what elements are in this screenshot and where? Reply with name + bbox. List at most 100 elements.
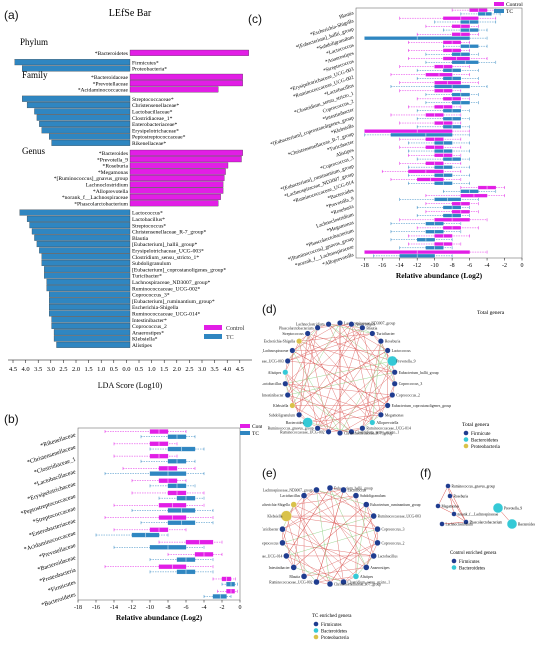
network-edge bbox=[285, 372, 329, 432]
node-label: Ruminococcaceae_UCG-002 bbox=[269, 581, 312, 585]
network-node bbox=[282, 380, 289, 387]
lda-bar bbox=[129, 193, 221, 200]
lda-bar bbox=[41, 259, 131, 266]
network-node bbox=[348, 321, 355, 328]
node-label: Eubacterium_hallii_group bbox=[334, 487, 373, 491]
bar-label: *Bacteroidetes bbox=[95, 51, 128, 57]
network-edge bbox=[282, 528, 367, 568]
node-label: Ruminococcaceae_UCG-014 bbox=[262, 554, 282, 558]
network-edge bbox=[317, 323, 352, 329]
network-edge bbox=[293, 495, 305, 568]
legend-swatch bbox=[451, 558, 457, 564]
network-node bbox=[447, 493, 453, 499]
network-node bbox=[279, 525, 286, 533]
network-edge bbox=[307, 333, 352, 432]
x-tick-label: 2.5 bbox=[185, 366, 193, 373]
legend-label: Firmicutes bbox=[459, 560, 480, 565]
network-edge bbox=[292, 350, 388, 406]
network-edge bbox=[282, 504, 294, 543]
lda-bar bbox=[129, 149, 243, 156]
node-label: Coprococcus_3 bbox=[382, 528, 405, 532]
bar-label: Alistipes bbox=[132, 343, 152, 349]
network-edge bbox=[449, 495, 467, 523]
x-tick-label: 1.0 bbox=[97, 366, 105, 373]
network-edge bbox=[285, 360, 393, 384]
network-node bbox=[492, 502, 504, 514]
network-edge bbox=[293, 504, 367, 568]
network-edge bbox=[293, 504, 378, 544]
network-node bbox=[313, 578, 320, 586]
node-label: Subdoligranulum bbox=[360, 494, 386, 498]
network-edge bbox=[447, 485, 467, 523]
network-edge bbox=[351, 324, 373, 423]
node-label: Streptococcus bbox=[262, 541, 279, 545]
node-label: Lachnoclostridium bbox=[296, 323, 325, 327]
node-label: Lachnospiraceae_ND3007_group bbox=[263, 488, 313, 492]
lda-bar bbox=[26, 102, 131, 109]
lda-bar bbox=[129, 156, 242, 163]
network-edge bbox=[287, 360, 395, 373]
lda-bar bbox=[129, 181, 224, 188]
legend-swatch bbox=[463, 430, 469, 436]
node-label: Escherichia-Shigella bbox=[262, 503, 290, 507]
network-node bbox=[391, 380, 398, 387]
x-tick-label: -16 bbox=[378, 263, 386, 269]
legend-label: Control bbox=[252, 424, 262, 430]
lda-bar bbox=[39, 247, 131, 254]
lda-bar bbox=[22, 95, 131, 102]
network-node bbox=[377, 411, 384, 418]
network-edge bbox=[285, 383, 393, 396]
node-label: Klebsiella bbox=[267, 515, 282, 519]
lda-bar bbox=[51, 322, 131, 329]
node-label: Blautia bbox=[289, 575, 300, 579]
network-edge bbox=[372, 333, 393, 362]
lda-bar bbox=[129, 162, 229, 169]
x-tick-label: 1.0 bbox=[148, 366, 156, 373]
lda-bar bbox=[129, 175, 225, 182]
x-tick-label: 1.5 bbox=[160, 366, 168, 373]
node-label: Clostridium_sensu_stricto_1 bbox=[348, 581, 391, 585]
node-label: Ruminococcaceae_UCG-003 bbox=[378, 515, 421, 519]
total-genera-network: Lachnospiraceae_ND3007_groupAnaerostipes… bbox=[262, 310, 505, 450]
network-edge bbox=[293, 504, 331, 585]
bar-label: Klebsiella* bbox=[132, 337, 158, 343]
box bbox=[390, 133, 453, 137]
network-edge bbox=[437, 505, 455, 515]
legend-swatch bbox=[494, 9, 504, 13]
node-label: Megamonas bbox=[385, 413, 404, 417]
node-label: Roseburia bbox=[454, 495, 469, 499]
lda-bar bbox=[36, 241, 131, 248]
network-edge bbox=[317, 394, 393, 429]
legend-label: TC bbox=[252, 431, 259, 437]
network-edge bbox=[328, 372, 395, 432]
x-tick-label: 0.5 bbox=[110, 366, 118, 373]
network-edge bbox=[307, 414, 381, 423]
bar-label: [Eubacterium]_coprostanoligenes_group* bbox=[132, 267, 226, 273]
x-tick-label: -18 bbox=[361, 263, 369, 269]
node-label: Blautia bbox=[366, 326, 377, 330]
node-label: Eubacterium_coprostanoligenes_group bbox=[392, 404, 452, 408]
legend-label: Proteobacteria bbox=[321, 636, 350, 641]
bar-label: *Prevotellaceae bbox=[93, 81, 129, 87]
network-node bbox=[284, 391, 291, 398]
network-node bbox=[284, 358, 291, 365]
network-node bbox=[340, 486, 347, 494]
x-tick-label: -6 bbox=[467, 263, 472, 269]
legend-label: Proteobacteria bbox=[471, 445, 501, 450]
network-node bbox=[348, 428, 355, 435]
x-tick-label: -4 bbox=[202, 605, 207, 611]
lefse-bar-chart: LEfSe Bar Phylum *Bacteroidetes Firmicutes*… bbox=[8, 8, 252, 390]
lda-bar bbox=[19, 209, 131, 216]
x-tick-label: 1.5 bbox=[85, 366, 93, 373]
network-node bbox=[369, 330, 376, 337]
network-node bbox=[506, 518, 518, 530]
network-node bbox=[451, 511, 457, 517]
network-edge bbox=[298, 333, 308, 415]
network-node bbox=[435, 503, 441, 509]
node-label: Coprococcus_2 bbox=[396, 393, 420, 397]
network-node bbox=[302, 417, 313, 428]
node-label: Roseburia bbox=[385, 340, 401, 344]
x-tick-label: -4 bbox=[485, 263, 490, 269]
network-node bbox=[369, 419, 376, 426]
network-node bbox=[325, 321, 332, 328]
